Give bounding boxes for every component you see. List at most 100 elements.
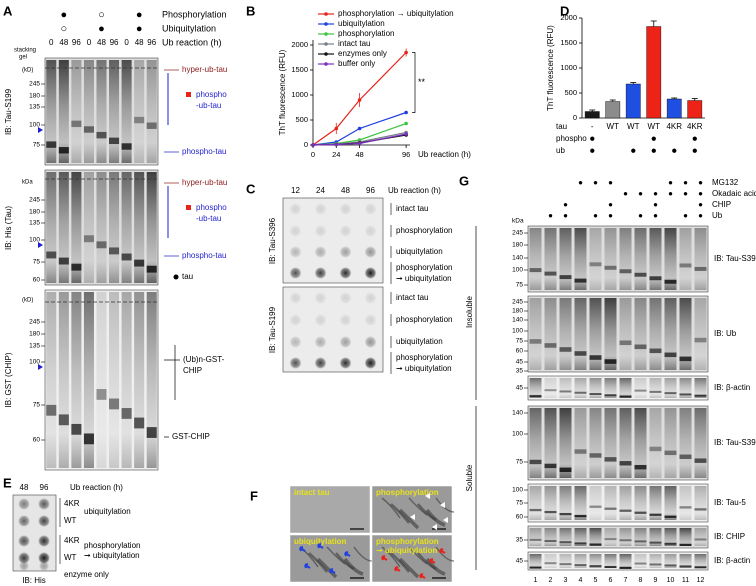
- blot-band: [574, 564, 587, 567]
- blot-band: [664, 564, 677, 567]
- dot-spot: [18, 535, 30, 547]
- y-axis-label: ThT fluorescence (RFU): [278, 49, 287, 135]
- blot-lane: [619, 378, 632, 398]
- blot-band: [71, 423, 82, 435]
- arrowhead-white: [425, 493, 430, 499]
- condition-mark: ●: [653, 211, 658, 220]
- fibril: [308, 552, 328, 573]
- mw-marker: 35: [516, 537, 524, 544]
- legend-label: enzymes only: [338, 49, 387, 58]
- lane-label: 3: [564, 577, 568, 584]
- bar: [584, 111, 600, 119]
- blot-lane: [71, 172, 82, 283]
- blot-lane: [694, 378, 707, 398]
- blot-lane: [664, 486, 677, 520]
- blot-lane: [649, 554, 662, 568]
- y-tick-label: 500: [564, 88, 577, 97]
- mw-marker: 35: [516, 368, 524, 375]
- blot-lane: [634, 486, 647, 520]
- panel-label: C: [246, 181, 256, 196]
- condition-mark: ●: [623, 189, 628, 198]
- band-label: tau: [182, 272, 193, 281]
- blot-lane: [83, 292, 94, 468]
- blot: [527, 483, 709, 523]
- legend-label: ubiquitylation: [338, 19, 385, 28]
- blot-band: [634, 464, 647, 470]
- condition-mark: ●: [589, 134, 595, 145]
- blot-band: [529, 538, 542, 541]
- blot-lane: [559, 486, 572, 520]
- blot-lane: [604, 554, 617, 568]
- lane-label: 1: [534, 577, 538, 584]
- dot-spot: [364, 292, 377, 304]
- blot-lane: [574, 528, 587, 546]
- x-tick-label: WT: [627, 122, 640, 131]
- antibody-label: IB: β-actin: [714, 383, 750, 392]
- lane-label: 0: [49, 38, 54, 47]
- blot-lane: [46, 292, 57, 468]
- blot-band: [664, 392, 677, 395]
- row-label: phosphorylation: [396, 353, 452, 362]
- column-label: 12: [291, 186, 300, 195]
- blot-lane: [619, 554, 632, 568]
- blot-lane: [634, 554, 647, 568]
- row-label: ubiquitylation: [396, 247, 443, 256]
- dot-spot: [18, 552, 30, 564]
- blot-lane: [694, 554, 707, 568]
- blot-lane: [83, 172, 94, 283]
- mw-marker: 45: [516, 359, 524, 366]
- bar: [687, 100, 703, 119]
- lane-label: 6: [609, 577, 613, 584]
- tile-label: intact tau: [294, 488, 330, 497]
- blot-lane: [694, 228, 707, 290]
- arrowhead-white: [440, 502, 445, 508]
- blot-band: [664, 515, 677, 518]
- panel-label: F: [250, 488, 258, 503]
- blot-lane: [694, 298, 707, 370]
- blot-lane: [604, 298, 617, 370]
- arrow-blue: [329, 568, 336, 574]
- lane-label: 96: [72, 38, 81, 47]
- annotation: **: [418, 77, 426, 87]
- mw-marker: 60: [33, 277, 41, 284]
- blot-band: [83, 126, 94, 133]
- dot-spot: [339, 267, 352, 279]
- blot-lane: [544, 378, 557, 398]
- mw-marker: 75: [516, 282, 524, 289]
- band-label: hyper-ub-tau: [182, 65, 227, 74]
- blot-lane: [71, 292, 82, 468]
- legend-marker: [324, 42, 328, 46]
- blot-band: [544, 463, 557, 469]
- mw-marker: 60: [33, 437, 41, 444]
- condition-mark: ●: [136, 23, 143, 35]
- blot-lane: [96, 60, 107, 163]
- mw-marker: 100: [512, 328, 523, 335]
- series-point: [404, 110, 408, 115]
- condition-mark: ●: [698, 200, 703, 209]
- blot-lane: [634, 408, 647, 478]
- stacking-gel: gel: [19, 55, 27, 61]
- blot-band: [589, 543, 602, 546]
- group-label: ➞ ubiquitylation: [84, 551, 140, 560]
- fibril: [425, 508, 446, 527]
- row-label: phosphorylation: [396, 263, 452, 272]
- fibril: [425, 557, 446, 576]
- blot-lane: [589, 228, 602, 290]
- unit-label: kDa: [22, 180, 33, 186]
- blot: [527, 225, 709, 293]
- mw-marker: 135: [29, 220, 40, 227]
- blot-lane: [574, 408, 587, 478]
- blot-lane: [529, 408, 542, 478]
- blot-lane: [664, 228, 677, 290]
- condition-label: Ubiquitylation: [162, 23, 216, 33]
- condition-label: MG132: [712, 178, 739, 187]
- blot-band: [694, 394, 707, 397]
- arrow-red: [381, 555, 388, 561]
- mw-marker: 100: [512, 267, 523, 274]
- blot-lane: [574, 228, 587, 290]
- fibril: [398, 508, 420, 530]
- mw-marker: 60: [516, 514, 524, 521]
- blot-lane: [649, 528, 662, 546]
- blot-lane: [649, 378, 662, 398]
